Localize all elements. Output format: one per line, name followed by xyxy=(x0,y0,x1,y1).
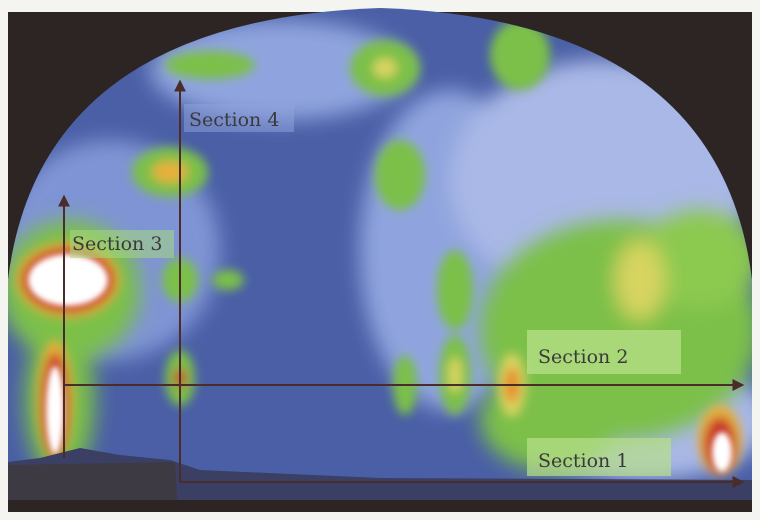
section-4-label: Section 4 xyxy=(189,109,279,131)
section-4-label-box xyxy=(184,104,294,132)
section-2-label: Section 2 xyxy=(538,346,628,368)
section-1-label: Section 1 xyxy=(538,450,628,472)
section-3-label-box xyxy=(70,230,174,258)
section-2-label-box xyxy=(527,330,681,374)
section-1-label-box xyxy=(527,438,671,476)
section-3-label: Section 3 xyxy=(72,233,162,255)
